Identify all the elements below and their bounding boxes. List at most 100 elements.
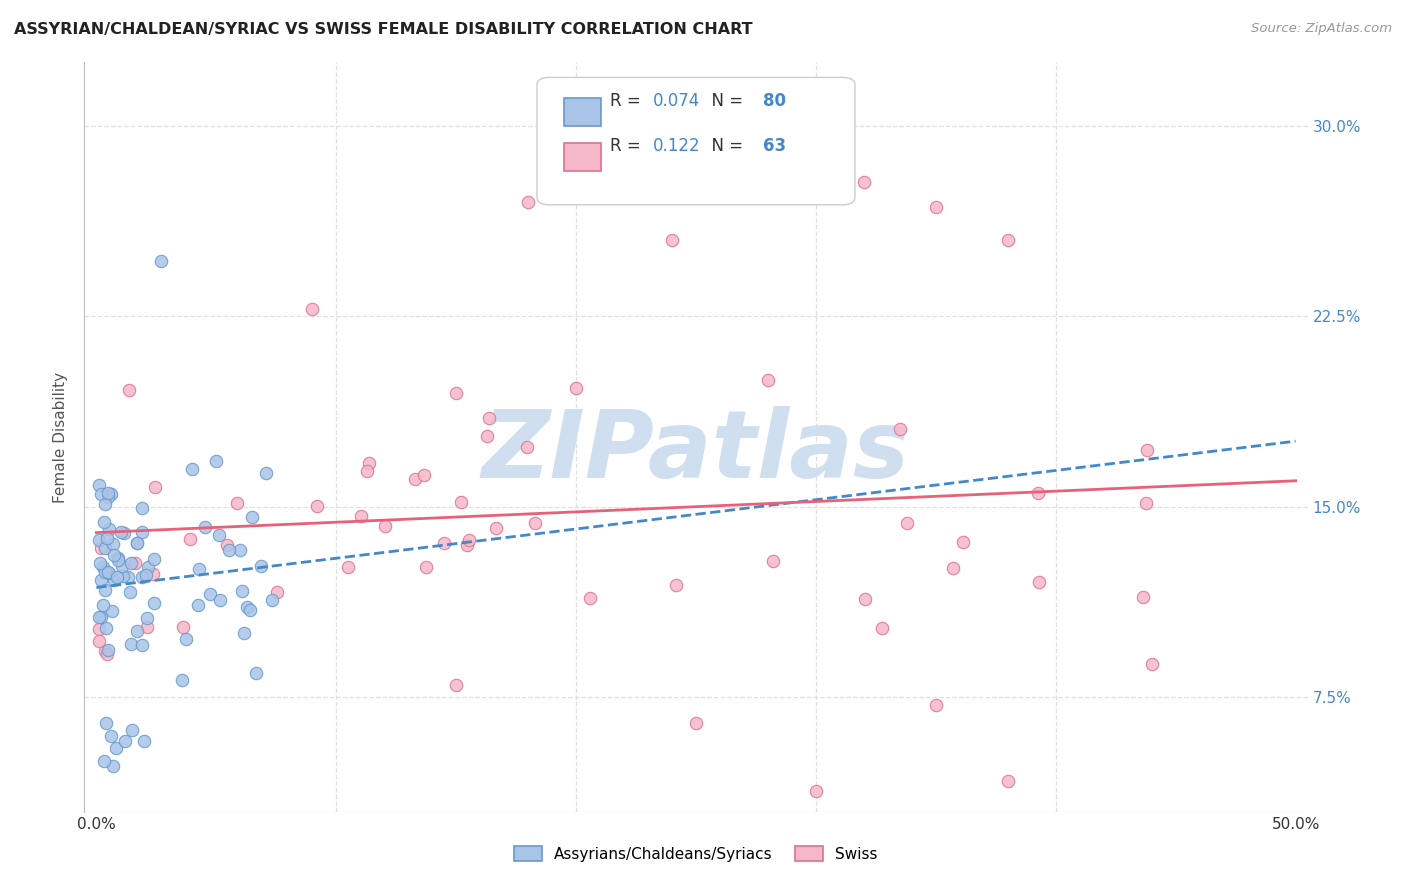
Point [97, 643, 120, 657]
Point [100, 604, 122, 618]
Point [872, 621, 894, 635]
Point [136, 610, 159, 624]
Point [579, 591, 602, 605]
Point [685, 715, 707, 730]
Point [136, 620, 159, 634]
Point [208, 593, 231, 607]
Point [121, 723, 143, 738]
Text: Source: ZipAtlas.com: Source: ZipAtlas.com [1251, 22, 1392, 36]
Text: ASSYRIAN/CHALDEAN/SYRIAC VS SWISS FEMALE DISABILITY CORRELATION CHART: ASSYRIAN/CHALDEAN/SYRIAC VS SWISS FEMALE… [14, 22, 752, 37]
Text: 80: 80 [763, 93, 786, 111]
Point [188, 562, 211, 576]
Point [90, 573, 112, 587]
Point [136, 560, 159, 574]
Point [94, 643, 117, 657]
Point [107, 550, 129, 565]
Point [97, 522, 120, 536]
Point [853, 592, 876, 607]
Point [181, 462, 204, 476]
Point [87, 533, 110, 547]
Point [94, 541, 117, 555]
Point [456, 538, 478, 552]
Point [90, 487, 112, 501]
Point [96, 647, 118, 661]
Point [661, 233, 683, 247]
Point [217, 538, 239, 552]
Point [665, 578, 688, 592]
Point [444, 385, 467, 400]
Point [111, 559, 134, 574]
Point [131, 569, 153, 583]
Point [240, 509, 263, 524]
Point [233, 626, 256, 640]
Point [118, 384, 141, 398]
Point [89, 557, 111, 571]
Point [107, 553, 129, 567]
Point [415, 559, 437, 574]
Point [262, 592, 284, 607]
Point [517, 195, 540, 210]
Point [301, 301, 323, 316]
Point [228, 543, 250, 558]
Point [1132, 590, 1154, 604]
Point [307, 499, 329, 513]
Point [1026, 486, 1049, 500]
Point [250, 558, 273, 573]
Point [114, 525, 136, 540]
Point [131, 501, 153, 516]
Text: ZIPatlas: ZIPatlas [482, 406, 910, 498]
Point [516, 440, 538, 454]
Point [804, 784, 827, 798]
Y-axis label: Female Disability: Female Disability [53, 371, 69, 503]
Point [925, 698, 948, 712]
Point [87, 609, 110, 624]
Point [125, 536, 148, 550]
Bar [564, 143, 600, 171]
Point [200, 587, 222, 601]
Point [131, 638, 153, 652]
Point [101, 759, 124, 773]
Point [337, 559, 360, 574]
Point [117, 570, 139, 584]
Point [100, 487, 122, 501]
Point [477, 429, 499, 443]
Point [1136, 442, 1159, 457]
Point [523, 516, 546, 530]
Point [374, 519, 396, 533]
Point [404, 472, 426, 486]
Point [97, 565, 120, 579]
Point [131, 524, 153, 539]
Point [172, 619, 194, 633]
Point [87, 478, 110, 492]
Point [91, 560, 114, 574]
Point [1028, 575, 1050, 590]
Point [135, 567, 157, 582]
Point [134, 733, 156, 747]
Point [458, 533, 481, 548]
Point [105, 569, 128, 583]
Point [997, 774, 1019, 789]
Point [110, 525, 132, 540]
Point [484, 521, 506, 535]
Point [87, 623, 110, 637]
Point [266, 585, 288, 599]
Point [413, 468, 436, 483]
Point [762, 553, 785, 567]
Text: N =: N = [700, 93, 748, 111]
Point [120, 637, 142, 651]
Point [896, 516, 918, 530]
Bar [564, 97, 600, 126]
Point [94, 715, 117, 730]
Point [997, 233, 1019, 247]
Point [433, 536, 456, 550]
Point [120, 556, 142, 570]
Point [103, 548, 125, 562]
Point [93, 754, 115, 768]
Point [852, 175, 875, 189]
Point [93, 582, 115, 597]
Point [125, 535, 148, 549]
Point [103, 574, 125, 588]
Point [350, 509, 373, 524]
Point [1140, 657, 1163, 672]
Text: 63: 63 [763, 137, 786, 155]
